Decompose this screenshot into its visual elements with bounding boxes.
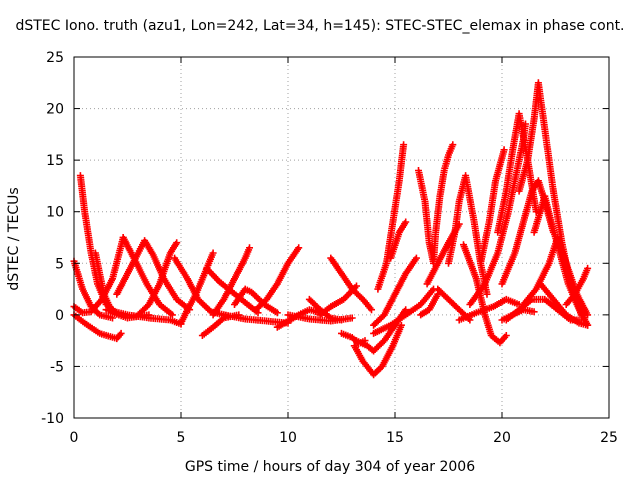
series-arc7 (113, 237, 194, 314)
point-markers (455, 295, 523, 324)
y-tick-label: 10 (46, 205, 64, 221)
series-arc22 (316, 282, 360, 319)
point-markers (327, 254, 375, 314)
series-arc6 (119, 234, 176, 319)
y-tick-label: 20 (46, 102, 64, 118)
x-tick-label: 5 (177, 430, 186, 446)
point-markers (445, 172, 491, 298)
x-tick-label: 0 (70, 430, 79, 446)
point-markers (498, 306, 538, 324)
y-axis-label: dSTEC / TECUs (6, 187, 22, 290)
series-arc31 (417, 290, 442, 319)
x-tick-label: 10 (279, 430, 297, 446)
chart-title: dSTEC Iono. truth (azu1, Lon=242, Lat=34… (15, 18, 624, 34)
x-tick-label: 25 (600, 430, 618, 446)
point-markers (252, 244, 303, 314)
series-arc16 (252, 244, 303, 314)
series-arc26 (370, 285, 437, 337)
series-arc29 (387, 218, 410, 262)
y-tick-label: -5 (50, 359, 64, 375)
y-tick-label: 15 (46, 153, 64, 169)
series-arc38 (477, 146, 508, 267)
data-points (70, 79, 592, 379)
y-tick-labels: -10 -5 0 5 10 15 20 25 (41, 50, 64, 427)
point-markers (134, 239, 181, 319)
axis-ticks (73, 56, 610, 419)
point-markers (209, 244, 253, 319)
point-markers (284, 311, 356, 325)
series-arc27 (370, 254, 420, 329)
point-markers (374, 141, 408, 293)
point-markers (119, 234, 176, 319)
point-markers (477, 146, 508, 267)
series-arc21 (327, 254, 375, 314)
y-tick-label: 5 (55, 256, 64, 272)
series-arc15 (209, 244, 253, 319)
x-tick-label: 15 (386, 430, 404, 446)
series-arc9 (134, 239, 181, 319)
y-tick-label: 0 (55, 308, 64, 324)
point-markers (417, 290, 442, 319)
point-markers (316, 282, 360, 319)
series-arc46 (498, 306, 538, 324)
y-tick-label: -10 (41, 411, 64, 427)
x-tick-label: 20 (493, 430, 511, 446)
point-markers (370, 285, 437, 337)
plot-frame (73, 56, 610, 419)
point-markers (537, 280, 592, 329)
point-markers (387, 218, 410, 262)
point-markers (370, 254, 420, 329)
x-tick-labels: 0 5 10 15 20 25 (70, 430, 618, 446)
series-arc24 (350, 321, 405, 379)
point-markers (562, 264, 592, 308)
series-arc20 (284, 311, 356, 325)
series-arc11 (171, 254, 232, 320)
y-tick-label: 25 (46, 50, 64, 66)
series-arc34 (445, 172, 491, 298)
series-arc28 (374, 141, 408, 293)
point-markers (113, 237, 194, 314)
series-arc30 (415, 141, 457, 267)
series-arc47 (537, 280, 592, 329)
point-markers (350, 321, 405, 379)
point-markers (415, 141, 457, 267)
x-axis-label: GPS time / hours of day 304 of year 2006 (185, 459, 475, 475)
point-markers (171, 254, 232, 320)
series-arc45 (562, 264, 592, 308)
series-arc36 (455, 295, 523, 324)
